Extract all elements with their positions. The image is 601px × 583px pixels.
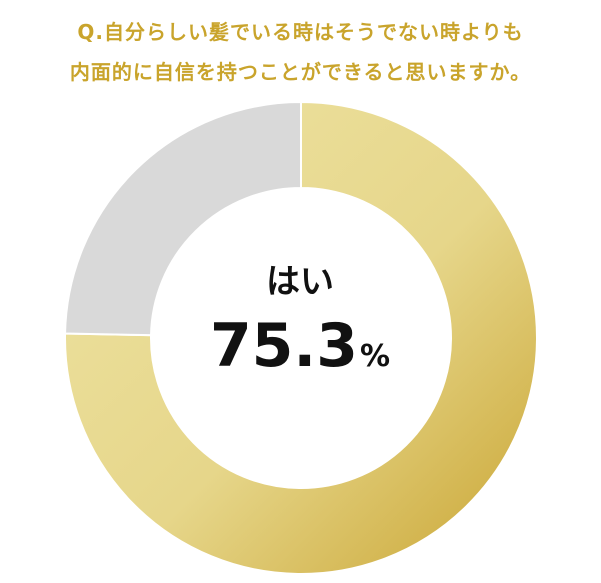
donut-slices	[64, 100, 538, 575]
slice-other	[64, 100, 302, 337]
slice-yes	[64, 100, 538, 575]
question-line-2: 内面的に自信を持つことができると思いますか。	[69, 60, 532, 84]
center-value-group: 75.3%	[210, 311, 390, 381]
question-line-1: Q.自分らしい髪でいる時はそうでない時よりも	[77, 20, 524, 44]
question-title: Q.自分らしい髪でいる時はそうでない時よりも 内面的に自信を持つことができると思…	[0, 12, 601, 92]
center-label: はい	[266, 262, 334, 302]
center-unit: %	[360, 339, 390, 374]
center-value: 75.3	[210, 311, 358, 381]
